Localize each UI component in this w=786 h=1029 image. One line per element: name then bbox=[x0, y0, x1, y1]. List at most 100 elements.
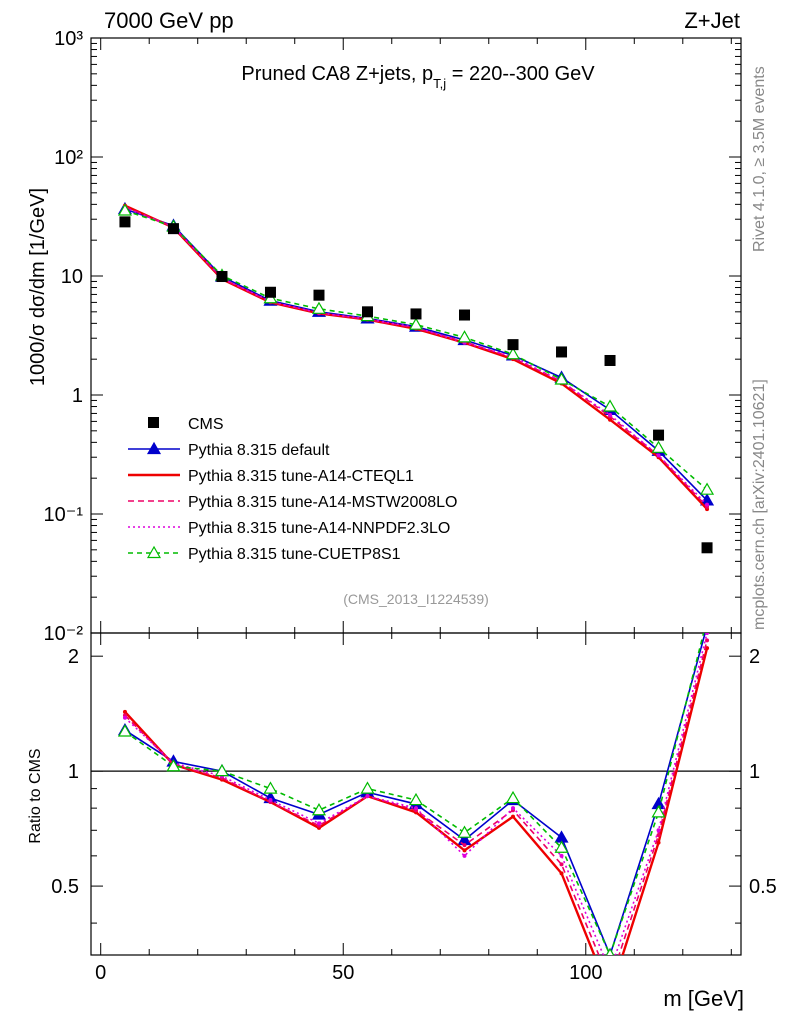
chart-title-main: Pruned CA8 Z+jets, p bbox=[241, 63, 433, 85]
main-y-tick-label: 10³ bbox=[54, 28, 83, 50]
ratio-y-tick-label-right: 0.5 bbox=[749, 876, 777, 898]
main-y-tick-label: 10⁻² bbox=[44, 623, 84, 645]
data-point bbox=[119, 216, 131, 228]
x-tick-label: 50 bbox=[332, 962, 354, 984]
series-marker-4 bbox=[651, 440, 666, 453]
series-ratio-marker-4 bbox=[701, 613, 713, 624]
data-point bbox=[556, 346, 568, 358]
series-ratio-point-1 bbox=[656, 840, 661, 845]
main-y-axis-label: 1000/σ dσ/dm [1/GeV] bbox=[27, 188, 49, 386]
series-ratio-point-3 bbox=[268, 798, 273, 803]
series-ratio-point-2 bbox=[462, 843, 467, 848]
data-point bbox=[264, 286, 276, 298]
series-ratio-point-3 bbox=[559, 853, 564, 858]
legend-label-data: CMS bbox=[188, 416, 224, 433]
series-ratio-point-2 bbox=[705, 638, 710, 643]
series-marker-4 bbox=[505, 347, 521, 360]
ratio-y-tick-label: 0.5 bbox=[51, 876, 79, 898]
series-ratio-point-3 bbox=[462, 853, 467, 858]
series-marker-4 bbox=[700, 482, 715, 495]
main-plot-area bbox=[117, 201, 715, 554]
series-marker-4 bbox=[311, 301, 327, 314]
series-marker-4 bbox=[602, 399, 618, 412]
series-ratio-marker-4 bbox=[263, 781, 278, 794]
series-ratio-marker-4 bbox=[166, 759, 181, 772]
series-ratio-marker-4 bbox=[554, 840, 569, 853]
series-ratio-marker-4 bbox=[117, 724, 132, 737]
analysis-label: (CMS_2013_I1224539) bbox=[343, 591, 489, 607]
series-ratio-marker-4 bbox=[651, 805, 666, 818]
series-ratio-point-1 bbox=[608, 993, 612, 997]
data-point bbox=[604, 354, 616, 366]
series-ratio-point-3 bbox=[316, 821, 321, 826]
series-ratio-line-0 bbox=[124, 633, 706, 955]
series-ratio-marker-4 bbox=[360, 781, 375, 794]
series-ratio-point-3 bbox=[122, 715, 127, 720]
data-point bbox=[507, 339, 519, 351]
series-ratio-marker-4 bbox=[214, 763, 230, 777]
x-axis-label: m [GeV] bbox=[663, 986, 744, 1011]
ratio-panel: 0 50 100 0.5 0.5 1 1 2 2 bbox=[51, 613, 777, 997]
ratio-frame bbox=[90, 632, 742, 956]
main-y-tick-label: 10² bbox=[54, 147, 83, 169]
series-ratio-point-1 bbox=[559, 871, 564, 876]
series-ratio-point-3 bbox=[705, 633, 710, 635]
series-ratio-marker-4 bbox=[505, 790, 521, 804]
series-point-1 bbox=[608, 417, 613, 422]
series-ratio-line-4 bbox=[124, 633, 705, 955]
series-line-2 bbox=[124, 205, 708, 508]
data-point bbox=[361, 306, 373, 318]
side-label-rivet: Rivet 4.1.0, ≥ 3.5M events bbox=[751, 66, 768, 252]
data-point bbox=[459, 309, 471, 321]
x-tick-label: 0 bbox=[95, 962, 106, 984]
main-y-tick-label: 10 bbox=[61, 266, 83, 288]
series-marker-4 bbox=[554, 372, 569, 385]
data-point bbox=[653, 429, 665, 441]
legend: CMS Pythia 8.315 default Pythia 8.315 tune… bbox=[128, 416, 457, 563]
chart-title-subscript: T,j bbox=[433, 76, 446, 91]
data-point bbox=[216, 271, 228, 283]
series-ratio-point-3 bbox=[656, 828, 661, 833]
series-ratio-point-1 bbox=[122, 709, 127, 714]
series-ratio-line-1 bbox=[124, 647, 709, 955]
data-point bbox=[410, 308, 422, 320]
series-point-3 bbox=[705, 502, 710, 507]
series-ratio-point-1 bbox=[462, 848, 467, 853]
main-panel: 10⁻² 10⁻¹ 1 10 10² 10³ bbox=[44, 28, 742, 645]
chart-title-tail: = 220--300 GeV bbox=[446, 63, 595, 85]
legend-marker-4 bbox=[146, 545, 162, 559]
legend-label-3: Pythia 8.315 tune-A14-NNPDF2.3LO bbox=[188, 520, 450, 537]
series-ratio-marker-0 bbox=[701, 620, 713, 631]
data-point bbox=[167, 223, 179, 235]
header-left-label: 7000 GeV pp bbox=[104, 8, 234, 33]
ratio-y-tick-label: 2 bbox=[68, 646, 79, 668]
header-right-label: Z+Jet bbox=[684, 8, 740, 33]
series-ratio-point-2 bbox=[656, 833, 661, 838]
main-frame bbox=[90, 37, 742, 634]
side-label-mcplots: mcplots.cern.ch [arXiv:2401.10621] bbox=[751, 379, 768, 630]
series-ratio-point-1 bbox=[511, 814, 516, 819]
series-ratio-point-3 bbox=[365, 794, 370, 799]
ratio-plot-area bbox=[117, 613, 713, 997]
series-ratio-point-2 bbox=[559, 862, 564, 867]
series-marker-4 bbox=[117, 203, 132, 216]
series-point-3 bbox=[656, 453, 661, 458]
series-marker-4 bbox=[408, 317, 424, 330]
legend-label-1: Pythia 8.315 tune-A14-CTEQL1 bbox=[188, 468, 414, 485]
series-ratio-marker-4 bbox=[408, 792, 424, 806]
data-point bbox=[313, 289, 325, 301]
series-ratio-marker-4 bbox=[311, 803, 327, 816]
series-ratio-marker-0 bbox=[554, 830, 569, 843]
series-line-1 bbox=[124, 204, 708, 510]
series-ratio-point-2 bbox=[608, 980, 612, 984]
series-ratio-point-3 bbox=[511, 806, 516, 811]
legend-marker-data bbox=[148, 417, 159, 428]
series-point-3 bbox=[608, 412, 613, 417]
ratio-y-axis-label: Ratio to CMS bbox=[27, 748, 44, 843]
legend-marker-0 bbox=[146, 441, 162, 455]
ratio-y-tick-label: 1 bbox=[68, 761, 79, 783]
series-ratio-point-3 bbox=[414, 806, 418, 811]
legend-label-4: Pythia 8.315 tune-CUETP8S1 bbox=[188, 546, 401, 563]
